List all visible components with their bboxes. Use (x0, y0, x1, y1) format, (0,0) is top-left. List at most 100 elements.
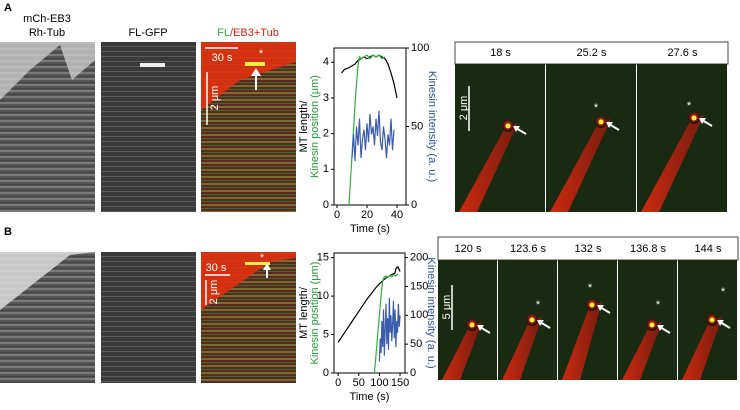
y-axis-label: MT length/ (298, 286, 310, 339)
y2-tick-label: 0 (411, 199, 417, 211)
x-tick-label: 100 (370, 377, 388, 389)
microtubule (442, 322, 482, 380)
star: * (536, 299, 541, 311)
y-axis-label: MT length/ (298, 100, 310, 153)
time-scale: 30 s (206, 262, 227, 274)
star: * (594, 102, 599, 114)
arrow-head (513, 126, 520, 132)
frame-time: 144 s (695, 243, 722, 255)
kymograph (101, 252, 196, 383)
arrow-head (477, 325, 484, 331)
microtubule (502, 317, 542, 380)
kymograph-title: FL/EB3+Tub (217, 27, 279, 39)
frame-time: 18 s (490, 47, 511, 59)
kinesin-spot (529, 317, 535, 323)
series-line (337, 265, 401, 343)
kymograph-title: FL-GFP (128, 27, 167, 39)
y2-tick-label: 150 (410, 280, 428, 292)
frame-time: 27.6 s (668, 47, 698, 59)
x-tick-label: 40 (391, 209, 403, 221)
y-tick-label: 0 (323, 367, 329, 379)
y-tick-label: 2 (323, 128, 329, 140)
series-line (341, 54, 398, 99)
microtubule (550, 119, 611, 212)
x-tick-label: 150 (391, 377, 409, 389)
kinesin-spot (598, 119, 604, 125)
x-tick-label: 20 (361, 209, 373, 221)
star: * (588, 282, 593, 294)
x-tick-label: 0 (334, 209, 340, 221)
frame-scale: 5 μm (441, 295, 453, 320)
y2-axis-label: Kinesin intensity (a. u.) (425, 257, 437, 368)
y-tick-label: 3 (323, 92, 329, 104)
star: * (721, 286, 726, 298)
arrow-head (597, 305, 604, 311)
frame-scale: 2 μm (458, 96, 470, 121)
kymograph-title: mCh-EB3 (23, 13, 71, 25)
series-line (373, 273, 399, 374)
frame-image (618, 260, 677, 380)
y-tick-label: 15 (317, 252, 329, 264)
x-tick-label: 0 (335, 377, 341, 389)
x-tick-label: 50 (353, 377, 365, 389)
plot-frame (333, 47, 407, 206)
arrow-head (606, 122, 613, 128)
kymograph-title: Rh-Tub (29, 27, 65, 39)
panel-label: B (4, 226, 12, 238)
x-axis-label: Time (s) (350, 391, 390, 403)
frame-time: 25.2 s (577, 47, 607, 59)
kymograph-signal (245, 62, 265, 66)
kymograph-signal (0, 252, 95, 310)
y2-tick-label: 100 (410, 309, 428, 321)
star: * (656, 299, 661, 311)
y2-axis-label: Kinesin intensity (a. u.) (426, 71, 438, 182)
microtubule (562, 302, 602, 380)
kymograph-signal (245, 262, 270, 265)
x-axis-label: Time (s) (350, 223, 390, 235)
frame-time: 120 s (455, 243, 482, 255)
kinesin-spot (469, 322, 475, 328)
microtubule (682, 317, 722, 380)
y2-tick-label: 200 (410, 252, 428, 264)
length-scale: 2 μm (209, 86, 221, 111)
y2-tick-label: 50 (410, 338, 422, 350)
arrow-head (717, 320, 724, 326)
y-tick-label: 0 (323, 199, 329, 211)
plot-frame (333, 252, 406, 374)
series-line (378, 297, 401, 362)
y-axis-label: Kinesin position (μm) (309, 262, 321, 365)
kymograph-title-part: FL (217, 27, 230, 39)
arrow-head (537, 320, 544, 326)
time-scale: 30 s (212, 52, 233, 64)
kinesin-spot (505, 123, 511, 129)
kymograph-signal (140, 63, 165, 67)
kymograph-signal (201, 42, 296, 110)
kymograph-signal (0, 42, 95, 100)
arrow-head (251, 68, 261, 76)
kymograph-title-part: /EB3+Tub (230, 27, 279, 39)
y-tick-label: 5 (323, 328, 329, 340)
microtubule (459, 123, 518, 212)
frame-time: 132 s (575, 243, 602, 255)
series-line (351, 110, 395, 162)
arrow-head (657, 325, 664, 331)
kinesin-spot (649, 322, 655, 328)
star: * (260, 252, 265, 264)
kymograph-signal (201, 252, 296, 310)
y2-tick-label: 50 (411, 120, 423, 132)
length-scale: 2 μm (208, 280, 220, 305)
y2-tick-label: 0 (410, 367, 416, 379)
y-axis-label: Kinesin position (μm) (309, 75, 321, 178)
kinesin-spot (691, 115, 697, 121)
kinesin-spot (709, 317, 715, 323)
arrow-head (263, 263, 271, 270)
microtubule (641, 115, 704, 212)
y-tick-label: 10 (317, 290, 329, 302)
kymograph (101, 42, 196, 212)
panel-label: A (4, 2, 12, 14)
y-tick-label: 1 (323, 163, 329, 175)
frame-time: 123.6 s (510, 243, 547, 255)
microtubule (622, 322, 662, 380)
star: * (259, 48, 264, 60)
